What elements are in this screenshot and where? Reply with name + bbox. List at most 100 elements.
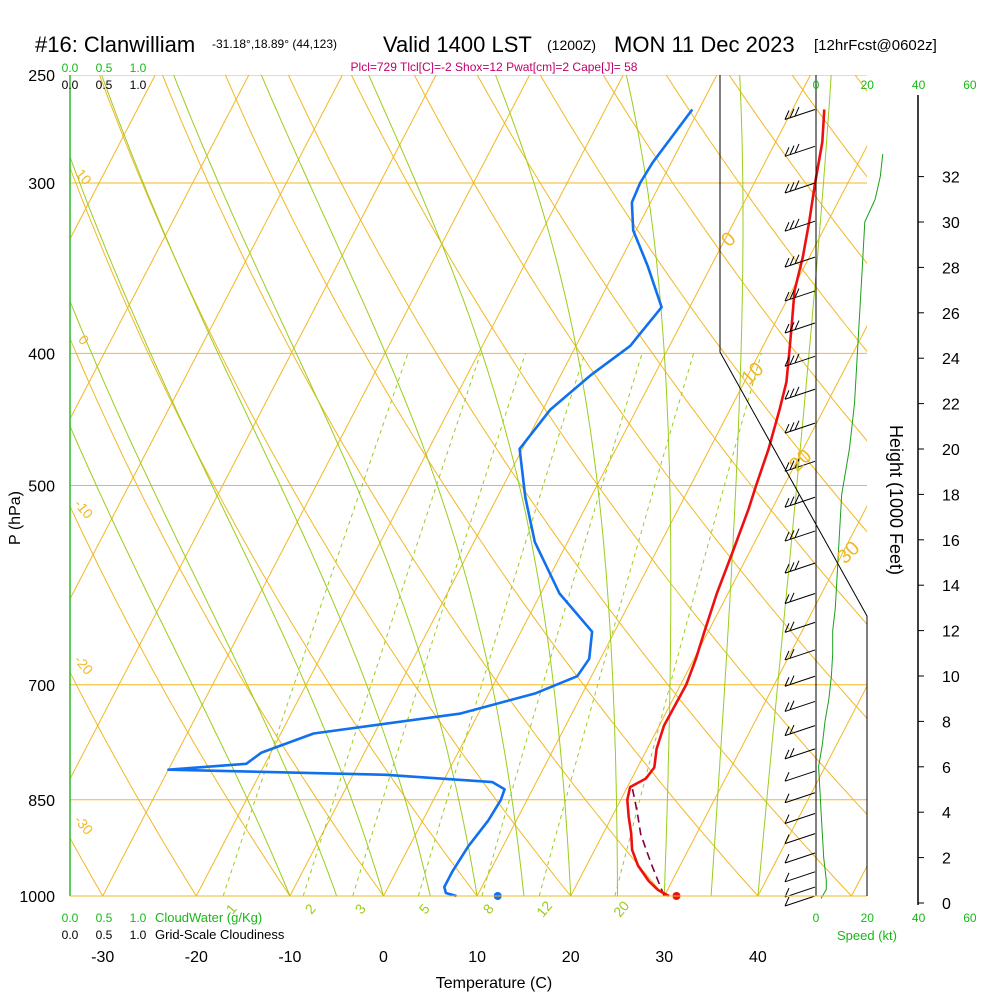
wind-barb-staff	[784, 748, 816, 760]
moist-adiabat-line	[70, 155, 384, 896]
wind-barb-staff	[784, 833, 816, 845]
moist-adiabat-line	[710, 75, 744, 896]
height-tick-label: 18	[942, 487, 960, 504]
cloud-scale-bottom-black: 0.0	[62, 928, 79, 942]
wind-barb-staff	[784, 675, 816, 687]
wind-barb-flag	[794, 254, 800, 264]
cloud-scale-bottom-green: 1.0	[130, 911, 147, 925]
wind-barb-flag	[794, 320, 800, 330]
wind-barb-flag	[794, 386, 800, 397]
wind-barb	[784, 700, 816, 712]
cloud-scale-bottom-green: 0.0	[62, 911, 79, 925]
wind-barb-staff	[784, 322, 816, 334]
wind-barb-staff	[784, 725, 816, 737]
dry-adiabat-line	[70, 505, 291, 896]
wind-barb-flag	[789, 724, 795, 735]
wind-barb-flag	[794, 218, 800, 229]
wind-barb	[784, 852, 816, 864]
wind-barb-flag	[784, 872, 790, 883]
moist-adiabat-line	[495, 75, 618, 896]
wind-barb-flag	[789, 290, 795, 300]
wind-barb-flag	[789, 675, 795, 685]
wind-barb-staff	[784, 290, 816, 302]
valid-time: Valid 1400 LST	[383, 32, 532, 57]
temperature-tick-label: 0	[379, 949, 388, 966]
pressure-tick-label: 500	[28, 479, 55, 496]
mixing-ratio-label: 2	[302, 901, 319, 917]
wind-barb-flag	[784, 323, 790, 334]
cloud-scale-bottom-green: 0.5	[96, 911, 113, 925]
height-tick-label: 28	[942, 260, 960, 277]
height-tick-label: 4	[942, 805, 951, 822]
wind-barb-staff	[784, 649, 816, 661]
height-tick-label: 20	[942, 442, 960, 459]
wind-barb-flag	[794, 420, 800, 430]
height-tick-label: 12	[942, 624, 960, 641]
isotherm-line	[195, 75, 624, 896]
cloud-scale-top: 1.0	[130, 61, 147, 75]
wind-barb-staff	[784, 770, 816, 782]
dry-adiabat-line	[70, 671, 197, 896]
mixing-ratio-line	[417, 353, 586, 896]
wind-barb-staff	[784, 886, 816, 898]
wind-barb-flag	[784, 498, 790, 508]
wind-barb	[784, 871, 816, 883]
valid-z-time: (1200Z)	[547, 37, 596, 53]
isotherm-line	[383, 75, 811, 896]
height-tick-label: 10	[942, 669, 960, 686]
temperature-tick-label: 20	[562, 949, 580, 966]
isotherm-line	[102, 75, 531, 896]
wind-barb-flag	[789, 496, 795, 506]
wind-barb	[784, 592, 816, 604]
isotherm-line	[757, 685, 867, 896]
temperature-trace	[625, 109, 826, 898]
wind-barb	[784, 106, 816, 120]
dry-adiabat-label: 0	[75, 332, 92, 348]
wind-barb-flag	[784, 896, 790, 907]
dry-adiabat-line	[70, 836, 104, 896]
wind-barb	[784, 560, 816, 574]
isotherm-line	[70, 75, 437, 780]
wind-barb-staff	[784, 388, 816, 400]
wind-barb-staff	[784, 895, 816, 907]
wind-barb-flag	[789, 355, 795, 365]
wind-barb-flag	[789, 562, 795, 572]
isotherm-line	[289, 75, 718, 896]
wind-barbs	[784, 106, 884, 907]
wind-barb-staff	[784, 182, 816, 194]
wind-barb-staff	[784, 109, 816, 120]
temperature-tick-label: 40	[749, 949, 767, 966]
temperature-tick-label: 10	[468, 949, 486, 966]
wind-barb-flag	[784, 147, 790, 157]
height-tick-label: 2	[942, 851, 951, 868]
wind-barb	[784, 833, 816, 845]
speed-tick-bottom: 20	[861, 911, 875, 925]
wind-barb-flag	[784, 853, 790, 864]
moist-adiabat-line	[260, 75, 525, 896]
dry-adiabat-line	[224, 75, 759, 896]
speed-axis-title: Speed (kt)	[837, 928, 897, 943]
wind-barb-staff	[784, 852, 816, 864]
speed-tick-bottom: 0	[813, 911, 820, 925]
wind-barb-flag	[784, 110, 790, 120]
height-tick-label: 16	[942, 533, 960, 550]
wind-barb-flag	[789, 621, 795, 631]
wind-barb-staff	[784, 621, 816, 633]
station-title: #16: Clanwilliam	[35, 32, 195, 57]
wind-barb	[784, 770, 816, 782]
height-tick-label: 22	[942, 397, 960, 414]
wind-barb-staff	[784, 256, 816, 268]
height-tick-label: 14	[942, 578, 960, 595]
pressure-tick-label: 400	[28, 346, 55, 363]
dry-adiabat-line	[602, 75, 867, 442]
wind-barb-flag	[784, 814, 790, 824]
wind-barb-staff	[784, 593, 816, 604]
wind-barb-staff	[784, 871, 816, 883]
height-tick-label: 6	[942, 760, 951, 777]
isotherm-line	[70, 75, 343, 600]
wind-barb	[784, 675, 816, 687]
wind-barb-flag	[784, 183, 790, 194]
wind-barb	[784, 254, 816, 268]
pressure-tick-label: 850	[28, 793, 55, 810]
wind-barb-flag	[789, 530, 795, 540]
